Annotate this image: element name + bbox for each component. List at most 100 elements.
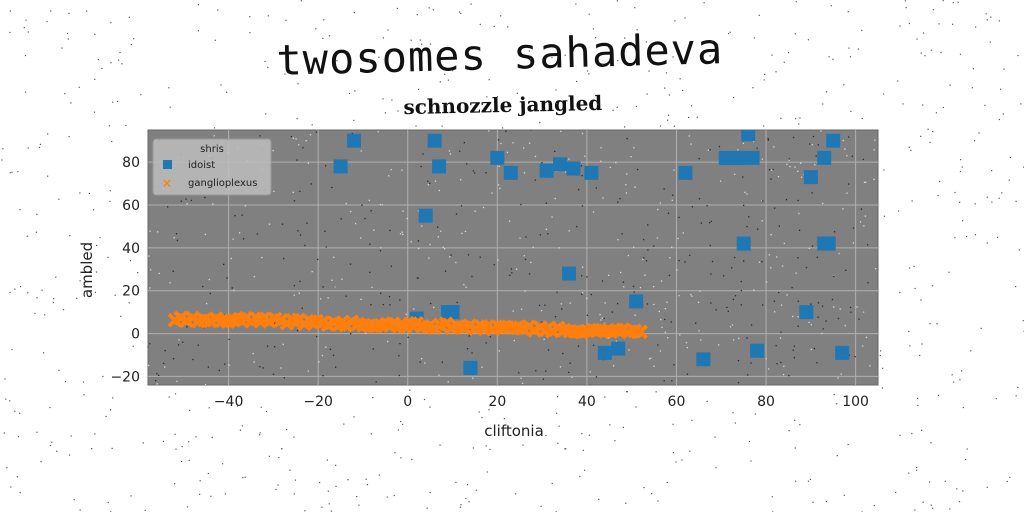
noise-speck	[820, 130, 822, 132]
noise-speck	[609, 166, 611, 169]
noise-speck	[750, 324, 753, 326]
noise-speck	[586, 314, 589, 316]
noise-speck	[788, 159, 790, 161]
noise-speck	[710, 220, 712, 223]
noise-speck	[301, 307, 303, 309]
noise-speck	[817, 302, 820, 304]
noise-speck	[848, 354, 850, 356]
noise-speck	[449, 153, 452, 155]
noise-speck	[746, 337, 748, 339]
noise-speck	[805, 266, 808, 269]
idoist-point	[629, 294, 644, 309]
noise-speck	[852, 227, 855, 229]
noise-speck	[292, 137, 295, 139]
noise-speck	[345, 202, 347, 205]
noise-speck	[762, 304, 764, 306]
noise-speck	[520, 308, 523, 310]
noise-speck	[578, 189, 580, 191]
noise-speck	[777, 291, 780, 294]
noise-speck	[648, 358, 651, 360]
noise-speck	[424, 362, 426, 364]
noise-speck	[577, 345, 580, 347]
noise-speck	[644, 274, 646, 276]
noise-speck	[719, 180, 722, 182]
noise-speck	[768, 168, 771, 171]
noise-speck	[402, 233, 404, 236]
noise-speck	[185, 198, 187, 200]
noise-speck	[309, 134, 312, 136]
noise-speck	[711, 260, 714, 263]
noise-speck	[466, 163, 468, 165]
y-tick-label: 60	[122, 198, 140, 214]
noise-speck	[789, 165, 791, 168]
noise-speck	[731, 267, 733, 269]
noise-speck	[296, 159, 298, 161]
idoist-point	[597, 345, 612, 360]
noise-speck	[722, 275, 725, 277]
noise-speck	[821, 332, 823, 335]
noise-speck	[530, 261, 532, 264]
idoist-point	[611, 341, 626, 356]
noise-speck	[686, 373, 689, 375]
y-tick-label: −20	[110, 369, 140, 385]
noise-speck	[497, 139, 500, 141]
noise-speck	[684, 261, 686, 263]
noise-speck	[173, 237, 175, 239]
noise-speck	[172, 270, 174, 272]
noise-speck	[811, 245, 814, 247]
idoist-point	[561, 266, 576, 281]
noise-speck	[706, 205, 708, 207]
noise-speck	[695, 322, 697, 324]
noise-speck	[518, 372, 520, 374]
noise-speck	[628, 349, 630, 351]
noise-speck	[874, 139, 876, 141]
idoist-point	[445, 305, 460, 320]
noise-speck	[607, 274, 610, 277]
noise-speck	[298, 292, 300, 294]
noise-speck	[534, 179, 536, 181]
noise-speck	[792, 136, 795, 139]
noise-speck	[817, 144, 819, 146]
noise-speck	[534, 155, 537, 158]
noise-speck	[740, 289, 742, 292]
noise-speck	[228, 364, 230, 366]
noise-speck	[737, 359, 740, 362]
noise-speck	[455, 213, 458, 215]
noise-speck	[633, 291, 635, 293]
noise-speck	[653, 286, 655, 288]
noise-speck	[797, 199, 799, 202]
noise-speck	[568, 158, 570, 160]
noise-speck	[592, 211, 595, 213]
legend-label-ganglioplexus: ganglioplexus	[188, 178, 257, 189]
noise-speck	[158, 272, 160, 275]
idoist-point	[696, 352, 711, 367]
noise-speck	[290, 135, 293, 138]
noise-speck	[825, 320, 827, 322]
noise-speck	[355, 222, 357, 225]
noise-speck	[520, 377, 522, 379]
noise-speck	[688, 135, 690, 137]
noise-speck	[744, 191, 746, 194]
noise-speck	[349, 263, 352, 265]
idoist-point	[678, 165, 693, 180]
noise-speck	[733, 173, 736, 175]
noise-speck	[677, 237, 679, 240]
noise-speck	[775, 344, 777, 347]
noise-speck	[498, 350, 500, 352]
noise-speck	[318, 361, 320, 363]
noise-speck	[186, 203, 188, 205]
noise-speck	[172, 358, 175, 360]
noise-speck	[292, 191, 294, 194]
noise-speck	[642, 258, 644, 261]
noise-speck	[315, 335, 318, 338]
noise-speck	[700, 339, 702, 341]
noise-speck	[164, 350, 166, 352]
idoist-point	[745, 150, 760, 165]
idoist-point	[503, 165, 518, 180]
noise-speck	[485, 172, 487, 174]
noise-speck	[656, 237, 659, 239]
noise-speck	[584, 155, 586, 157]
noise-speck	[554, 150, 556, 153]
noise-speck	[771, 169, 773, 171]
noise-speck	[241, 214, 243, 216]
